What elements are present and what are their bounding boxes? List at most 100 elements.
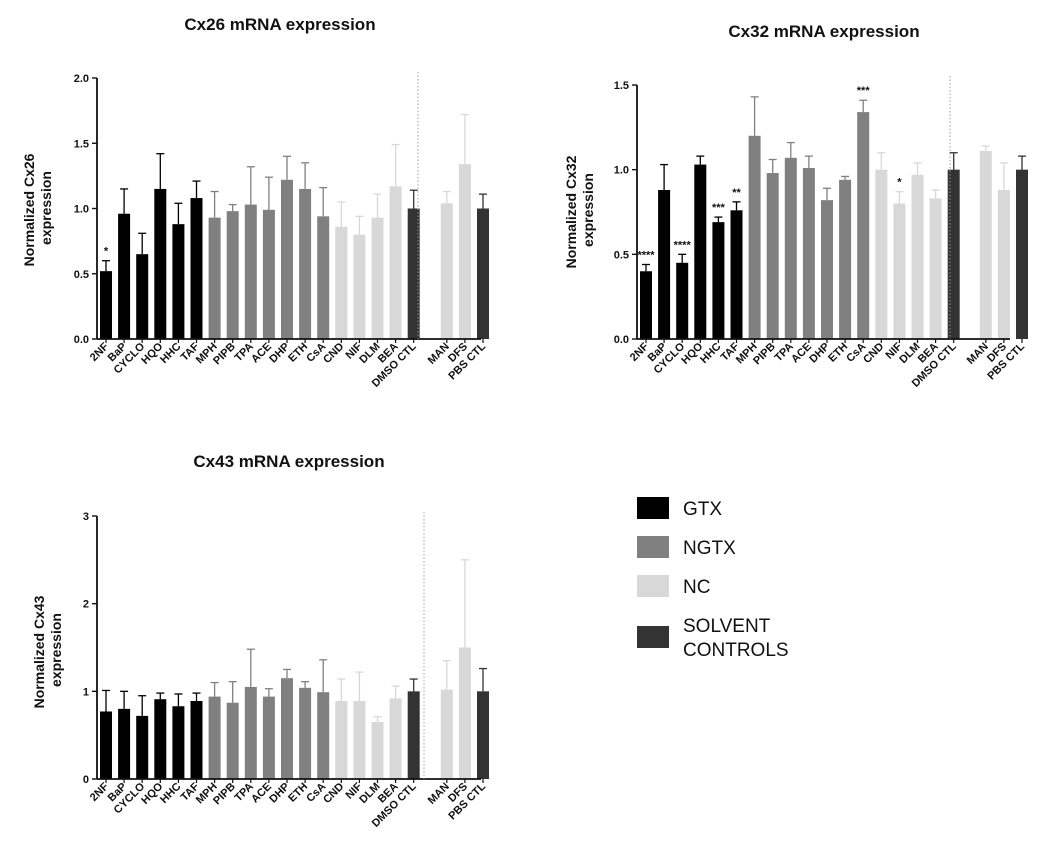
- significance-label: ****: [637, 249, 655, 261]
- bar: [172, 706, 185, 779]
- bar: [440, 689, 453, 779]
- y-axis-label-line-2: expression: [580, 173, 596, 247]
- bar: [458, 164, 471, 339]
- legend-label-nc: NC: [683, 577, 710, 598]
- bar: [118, 708, 131, 779]
- y-tick-label: 0.0: [614, 334, 629, 346]
- bar: [172, 224, 185, 339]
- y-axis-ticks: 0 1 2 3: [83, 511, 97, 786]
- y-axis-label: Normalized Cx26 expression: [21, 150, 54, 267]
- y-tick-label: 1.0: [614, 165, 629, 177]
- bar: [857, 112, 870, 340]
- chart-title: Cx32 mRNA expression: [728, 22, 919, 41]
- bar: [262, 696, 275, 779]
- bar: [226, 702, 239, 779]
- bar: [136, 254, 149, 339]
- bar: [1016, 169, 1028, 339]
- legend-swatch-nc: [637, 575, 669, 597]
- y-axis-label-line-1: Normalized Cx32: [563, 155, 579, 268]
- bar: [244, 204, 257, 339]
- bar: [154, 188, 167, 339]
- bar: [371, 217, 384, 339]
- bar: [100, 271, 112, 339]
- bar: [226, 211, 239, 339]
- bar: [658, 189, 671, 339]
- bars: [100, 559, 489, 779]
- y-tick-label: 1.0: [74, 204, 89, 216]
- cx32-chart: Cx32 mRNA expression Normalized Cx32 exp…: [563, 22, 1028, 390]
- legend-swatch-solvent-controls: [637, 626, 669, 648]
- bar: [317, 692, 330, 779]
- y-axis-label: Normalized Cx32 expression: [563, 152, 596, 269]
- bar: [676, 262, 689, 339]
- bar: [477, 691, 489, 779]
- cx43-chart: Cx43 mRNA expression Normalized Cx43 exp…: [31, 452, 489, 830]
- y-tick-label: 1.5: [74, 138, 89, 150]
- bar: [190, 198, 203, 339]
- bar: [947, 169, 960, 339]
- y-tick-label: 2.0: [74, 73, 89, 85]
- chart-title: Cx26 mRNA expression: [184, 15, 375, 34]
- bar: [875, 169, 888, 339]
- chart-title: Cx43 mRNA expression: [193, 452, 384, 471]
- y-axis-label-line-1: Normalized Cx26: [21, 153, 37, 266]
- bar: [997, 189, 1010, 339]
- bar: [748, 135, 761, 339]
- bar: [353, 234, 366, 339]
- significance-label: *: [897, 177, 902, 189]
- bar: [299, 188, 312, 339]
- bar: [712, 222, 725, 339]
- bar: [784, 157, 797, 339]
- y-axis-ticks: 0.0 0.5 1.0 1.5: [614, 80, 637, 346]
- y-axis-label-line-2: expression: [48, 613, 64, 687]
- bar: [694, 164, 707, 339]
- bar: [100, 711, 112, 779]
- bar: [911, 174, 924, 339]
- bar: [136, 715, 149, 779]
- bar: [407, 208, 420, 339]
- bar: [440, 203, 453, 339]
- significance-label: **: [732, 187, 741, 199]
- y-axis-label-line-2: expression: [38, 171, 54, 245]
- y-tick-label: 1.5: [614, 80, 629, 92]
- bar: [371, 722, 384, 779]
- legend: GTX NGTX NC SOLVENT CONTROLS: [637, 497, 789, 661]
- y-tick-label: 1: [83, 686, 89, 698]
- axes: [96, 72, 481, 340]
- bar: [262, 209, 275, 339]
- bar: [118, 213, 131, 339]
- bar: [208, 217, 221, 339]
- axes: [636, 76, 1010, 340]
- bar: [317, 216, 330, 339]
- bar: [640, 271, 652, 339]
- y-tick-label: 0.5: [614, 249, 629, 261]
- bar: [299, 687, 312, 779]
- significance-label: ***: [712, 202, 726, 214]
- legend-swatch-ngtx: [637, 536, 669, 558]
- bar: [821, 200, 833, 339]
- legend-label-line-2: CONTROLS: [683, 640, 789, 661]
- bar: [353, 700, 366, 779]
- y-tick-label: 3: [83, 511, 89, 523]
- bar: [335, 226, 348, 339]
- bar: [244, 686, 257, 779]
- y-axis-label: Normalized Cx43 expression: [31, 592, 64, 709]
- y-tick-label: 0: [83, 774, 89, 786]
- bars: *: [100, 113, 489, 339]
- category-labels: 2NFBaPCYCLOHQOHHCTAFMPHPIPBTPAACEDHPETHC…: [88, 339, 488, 390]
- bar: [389, 698, 402, 779]
- y-axis-label-line-1: Normalized Cx43: [31, 595, 47, 708]
- bar: [893, 203, 906, 339]
- category-label: 2NF: [88, 780, 111, 803]
- category-labels: 2NFBaPCYCLOHQOHHCTAFMPHPIPBTPAACEDHPETHC…: [88, 779, 488, 830]
- bar: [281, 678, 293, 779]
- y-tick-label: 2: [83, 599, 89, 611]
- category-label: 2NF: [88, 340, 111, 363]
- y-tick-label: 0.5: [74, 269, 89, 281]
- bars: *****************: [637, 85, 1028, 340]
- bar: [730, 210, 743, 339]
- bar: [407, 691, 420, 779]
- category-label: 2NF: [628, 340, 651, 363]
- legend-label-ngtx: NGTX: [683, 538, 736, 559]
